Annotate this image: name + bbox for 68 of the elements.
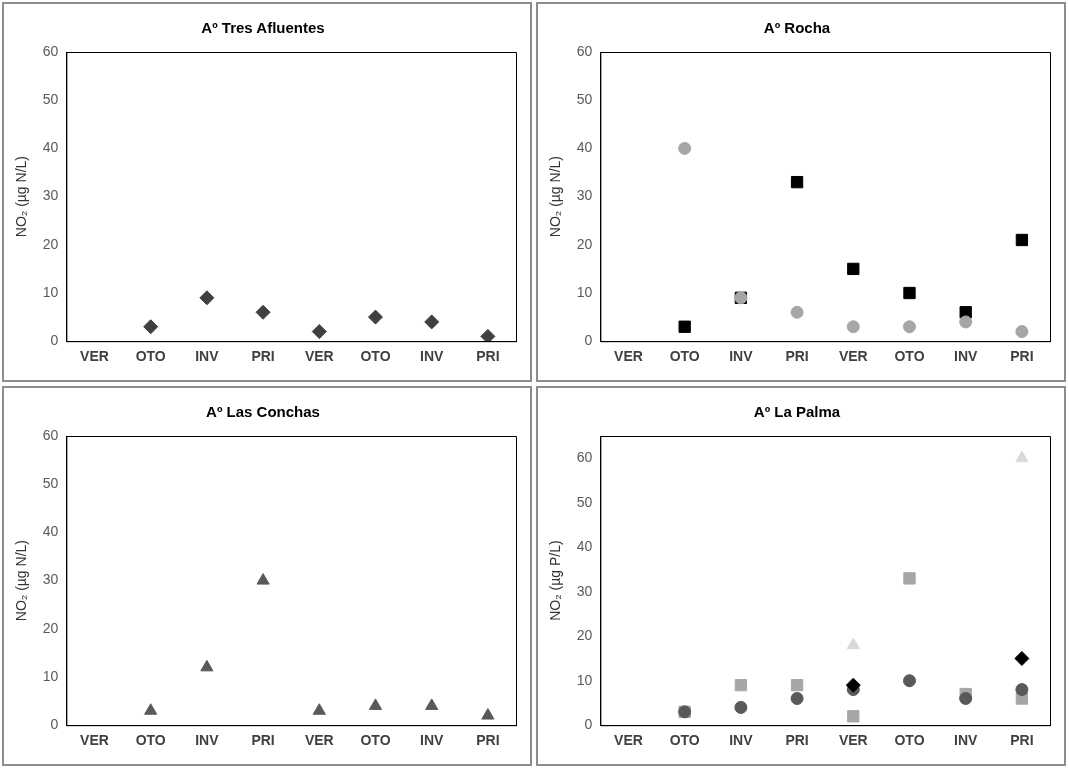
x-tick-label: OTO: [360, 732, 391, 749]
y-tick-label: 10: [42, 283, 59, 300]
x-tick-label: PRI: [251, 732, 275, 749]
y-tick-label: 50: [576, 91, 593, 108]
x-tick-label: PRI: [1010, 732, 1034, 749]
y-tick-label: 10: [576, 671, 593, 688]
y-tick-label: 50: [42, 91, 59, 108]
y-tick-label: 0: [584, 716, 593, 733]
x-tick-label: PRI: [785, 732, 809, 749]
y-tick-label: 30: [42, 187, 59, 204]
x-tick-label: VER: [838, 348, 868, 365]
y-axis-title: NO₂ (µg N/L): [13, 540, 30, 622]
y-tick-label: 0: [50, 716, 59, 733]
x-tick-label: INV: [954, 732, 979, 749]
x-tick-label: PRI: [785, 348, 809, 365]
x-tick-label: VER: [80, 348, 109, 365]
y-tick-label: 20: [576, 235, 593, 252]
y-tick-label: 60: [576, 42, 593, 59]
x-tick-label: INV: [195, 732, 220, 749]
x-tick-label: OTO: [135, 732, 166, 749]
y-tick-label: 20: [576, 627, 593, 644]
chart-title: Aº La Palma: [753, 403, 841, 421]
x-tick-label: VER: [614, 732, 643, 749]
x-tick-label: INV: [420, 348, 445, 365]
x-tick-label: INV: [195, 348, 220, 365]
y-axis-title: NO₂ (µg N/L): [13, 156, 30, 238]
x-tick-label: PRI: [251, 348, 275, 365]
y-axis-title: NO₂ (µg P/L): [547, 540, 564, 621]
y-tick-label: 0: [50, 332, 59, 349]
x-tick-label: OTO: [360, 348, 391, 365]
y-tick-label: 20: [42, 619, 59, 636]
x-tick-label: OTO: [669, 348, 700, 365]
y-tick-label: 40: [576, 538, 593, 555]
y-tick-label: 30: [576, 187, 593, 204]
y-tick-label: 10: [42, 667, 59, 684]
x-tick-label: INV: [420, 732, 445, 749]
x-tick-label: VER: [838, 732, 868, 749]
y-tick-label: 40: [576, 139, 593, 156]
y-tick-label: 60: [42, 426, 59, 443]
y-tick-label: 30: [576, 582, 593, 599]
x-tick-label: PRI: [476, 732, 500, 749]
x-tick-label: VER: [614, 348, 643, 365]
chart-title: Aº Tres Afluentes: [201, 19, 325, 37]
x-tick-label: PRI: [1010, 348, 1034, 365]
y-tick-label: 60: [576, 449, 593, 466]
y-axis-title: NO₂ (µg N/L): [547, 156, 564, 238]
x-tick-label: VER: [80, 732, 109, 749]
y-tick-label: 10: [576, 283, 593, 300]
y-tick-label: 50: [576, 493, 593, 510]
y-tick-label: 30: [42, 571, 59, 588]
x-tick-label: INV: [729, 348, 754, 365]
chart-title: Aº Rocha: [763, 19, 831, 37]
x-tick-label: INV: [729, 732, 754, 749]
y-tick-label: 0: [584, 332, 593, 349]
x-tick-label: VER: [304, 348, 334, 365]
x-tick-label: OTO: [894, 348, 925, 365]
y-tick-label: 60: [42, 42, 59, 59]
x-tick-label: OTO: [894, 732, 925, 749]
x-tick-label: OTO: [669, 732, 700, 749]
x-tick-label: VER: [304, 732, 334, 749]
y-tick-label: 20: [42, 235, 59, 252]
y-tick-label: 50: [42, 475, 59, 492]
chart-title: Aº Las Conchas: [206, 403, 320, 421]
y-tick-label: 40: [42, 139, 59, 156]
x-tick-label: PRI: [476, 348, 500, 365]
x-tick-label: OTO: [135, 348, 166, 365]
x-tick-label: INV: [954, 348, 979, 365]
y-tick-label: 40: [42, 523, 59, 540]
